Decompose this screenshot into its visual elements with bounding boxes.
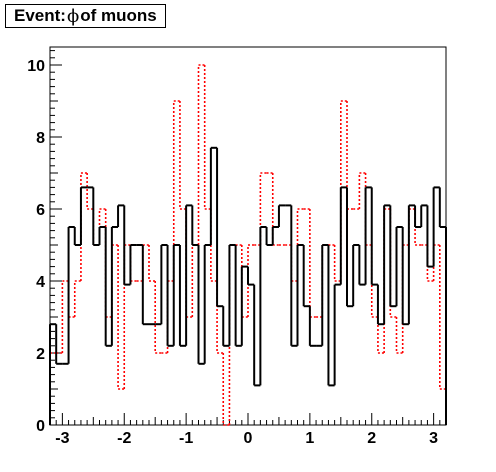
x-tick-label: -1 (179, 430, 193, 447)
series-layer (49, 64, 447, 426)
series-solid (49, 146, 447, 425)
x-tick-label: 2 (367, 430, 376, 447)
y-tick-label: 4 (36, 274, 45, 291)
y-tick-label: 2 (36, 346, 45, 363)
y-tick-label: 10 (27, 58, 45, 75)
chart-title-prefix: Event: (14, 6, 66, 25)
x-tick-label: 3 (429, 430, 438, 447)
series-dotted (49, 64, 447, 426)
x-tick-label: -2 (117, 430, 131, 447)
x-tick-label: -3 (55, 430, 69, 447)
x-tick-label: 1 (305, 430, 314, 447)
y-tick-label: 0 (36, 418, 45, 435)
chart-title-suffix: of muons (80, 6, 157, 25)
y-axis: 0 2 4 6 8 10 (27, 50, 62, 435)
x-axis: -3 -2 -1 0 1 2 3 (49, 413, 447, 447)
chart-title-symbol: ϕ (66, 5, 80, 27)
y-tick-label: 8 (36, 130, 45, 147)
chart-title: Event: ϕ of muons (5, 4, 166, 28)
y-tick-label: 6 (36, 202, 45, 219)
plot-frame (49, 46, 447, 426)
x-tick-label: 0 (244, 430, 253, 447)
